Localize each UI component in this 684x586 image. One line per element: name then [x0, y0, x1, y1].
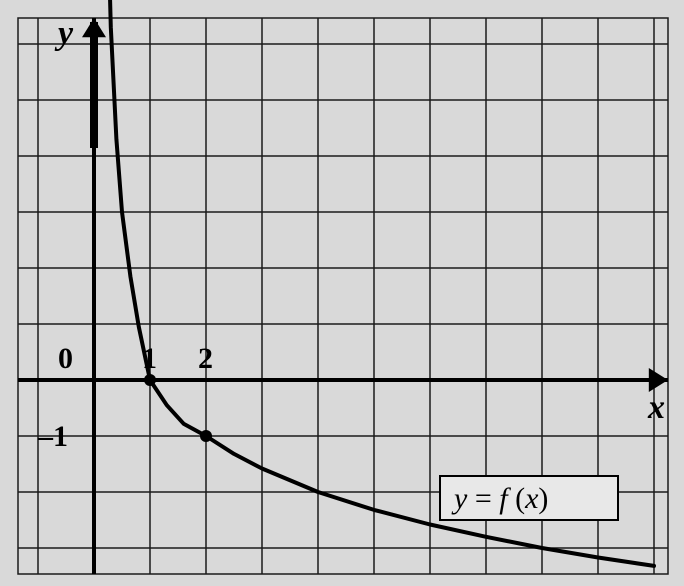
origin-label: 0 [58, 342, 73, 375]
chart-container: yx012–1y = f (x) [0, 0, 684, 586]
curve-point [144, 374, 156, 386]
x-tick-label: 2 [198, 342, 213, 375]
curve-point [200, 430, 212, 442]
y-tick-label: –1 [37, 420, 68, 453]
function-chart: yx012–1y = f (x) [0, 0, 684, 586]
x-tick-label: 1 [142, 342, 157, 375]
x-axis-label: x [647, 389, 665, 426]
function-label: y = f (x) [451, 482, 548, 515]
